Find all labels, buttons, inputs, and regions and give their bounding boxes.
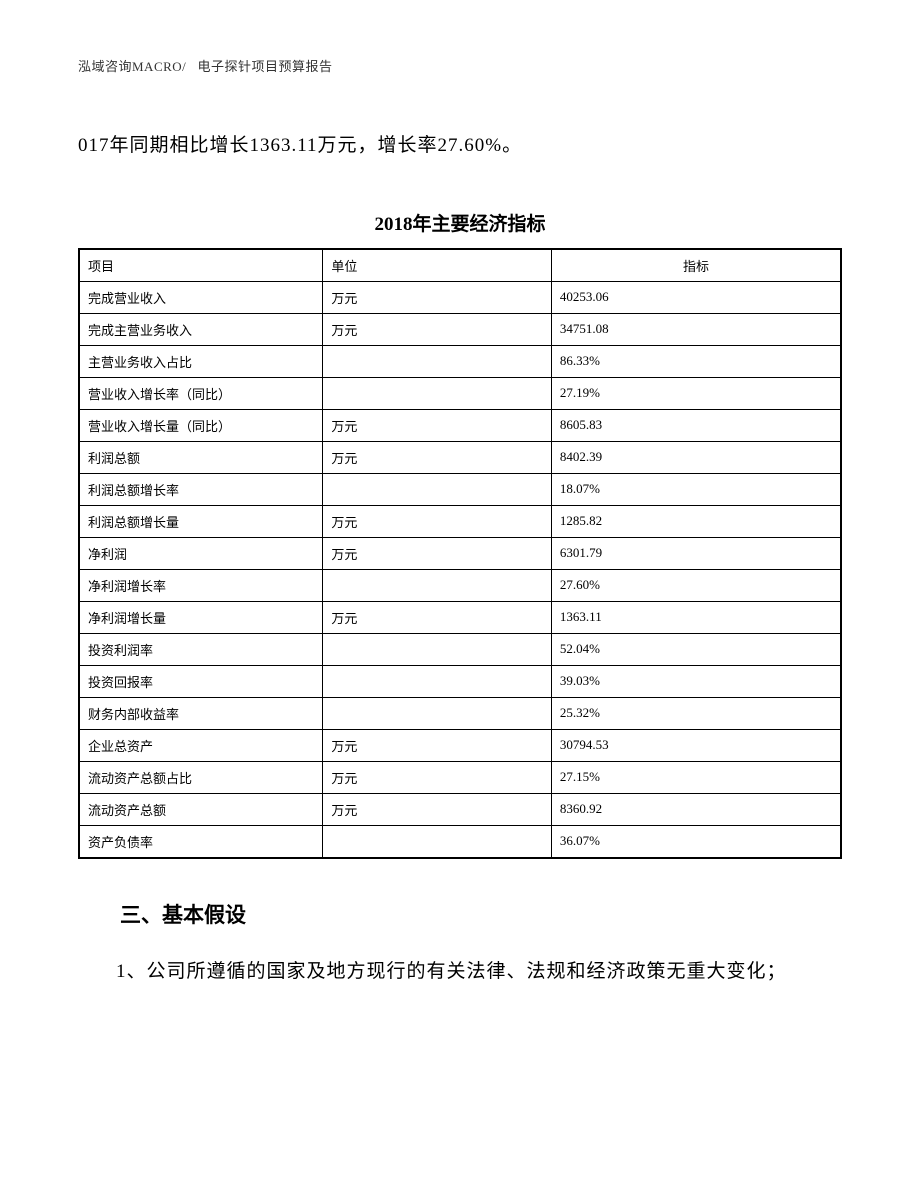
cell-value: 40253.06 <box>551 281 841 313</box>
header-company: 泓域咨询MACRO/ <box>78 59 186 74</box>
table-row: 利润总额增长率 18.07% <box>79 473 841 505</box>
table-row: 利润总额增长量万元1285.82 <box>79 505 841 537</box>
cell-value: 6301.79 <box>551 537 841 569</box>
cell-item: 流动资产总额 <box>79 793 323 825</box>
cell-item: 投资利润率 <box>79 633 323 665</box>
cell-unit: 万元 <box>323 441 552 473</box>
cell-unit <box>323 569 552 601</box>
col-header-unit: 单位 <box>323 249 552 282</box>
table-row: 流动资产总额万元8360.92 <box>79 793 841 825</box>
cell-value: 30794.53 <box>551 729 841 761</box>
table-body: 完成营业收入万元40253.06 完成主营业务收入万元34751.08 主营业务… <box>79 281 841 858</box>
cell-value: 52.04% <box>551 633 841 665</box>
table-row: 净利润万元6301.79 <box>79 537 841 569</box>
col-header-item: 项目 <box>79 249 323 282</box>
cell-value: 8605.83 <box>551 409 841 441</box>
header-title: 电子探针项目预算报告 <box>198 59 333 74</box>
table-row: 财务内部收益率 25.32% <box>79 697 841 729</box>
table-row: 投资利润率 52.04% <box>79 633 841 665</box>
table-row: 净利润增长量万元1363.11 <box>79 601 841 633</box>
cell-item: 利润总额 <box>79 441 323 473</box>
cell-item: 流动资产总额占比 <box>79 761 323 793</box>
table-header-row: 项目 单位 指标 <box>79 249 841 282</box>
cell-item: 完成营业收入 <box>79 281 323 313</box>
cell-unit <box>323 345 552 377</box>
cell-item: 净利润增长率 <box>79 569 323 601</box>
table-row: 净利润增长率 27.60% <box>79 569 841 601</box>
table-row: 资产负债率 36.07% <box>79 825 841 858</box>
table-row: 营业收入增长量（同比）万元8605.83 <box>79 409 841 441</box>
cell-value: 8402.39 <box>551 441 841 473</box>
cell-item: 财务内部收益率 <box>79 697 323 729</box>
table-row: 完成主营业务收入万元34751.08 <box>79 313 841 345</box>
intro-paragraph: 017年同期相比增长1363.11万元，增长率27.60%。 <box>78 123 842 169</box>
cell-value: 27.15% <box>551 761 841 793</box>
cell-value: 34751.08 <box>551 313 841 345</box>
cell-unit: 万元 <box>323 601 552 633</box>
cell-item: 营业收入增长率（同比） <box>79 377 323 409</box>
cell-value: 8360.92 <box>551 793 841 825</box>
cell-item: 投资回报率 <box>79 665 323 697</box>
cell-value: 18.07% <box>551 473 841 505</box>
page-header: 泓域咨询MACRO/ 电子探针项目预算报告 <box>78 56 842 75</box>
cell-unit: 万元 <box>323 505 552 537</box>
table-row: 投资回报率 39.03% <box>79 665 841 697</box>
cell-unit <box>323 633 552 665</box>
table-row: 营业收入增长率（同比） 27.19% <box>79 377 841 409</box>
cell-unit: 万元 <box>323 793 552 825</box>
table-row: 主营业务收入占比 86.33% <box>79 345 841 377</box>
cell-unit <box>323 473 552 505</box>
section-body: 1、公司所遵循的国家及地方现行的有关法律、法规和经济政策无重大变化； <box>78 949 842 995</box>
cell-value: 36.07% <box>551 825 841 858</box>
cell-value: 1285.82 <box>551 505 841 537</box>
table-title: 2018年主要经济指标 <box>78 209 842 236</box>
cell-item: 完成主营业务收入 <box>79 313 323 345</box>
section-heading: 三、基本假设 <box>78 899 842 929</box>
cell-value: 27.19% <box>551 377 841 409</box>
cell-unit <box>323 697 552 729</box>
cell-unit: 万元 <box>323 761 552 793</box>
cell-value: 27.60% <box>551 569 841 601</box>
col-header-value: 指标 <box>551 249 841 282</box>
cell-unit: 万元 <box>323 313 552 345</box>
table-row: 利润总额万元8402.39 <box>79 441 841 473</box>
cell-item: 资产负债率 <box>79 825 323 858</box>
cell-item: 企业总资产 <box>79 729 323 761</box>
cell-item: 主营业务收入占比 <box>79 345 323 377</box>
cell-value: 1363.11 <box>551 601 841 633</box>
cell-unit: 万元 <box>323 537 552 569</box>
cell-item: 利润总额增长量 <box>79 505 323 537</box>
cell-item: 利润总额增长率 <box>79 473 323 505</box>
cell-item: 净利润 <box>79 537 323 569</box>
cell-item: 营业收入增长量（同比） <box>79 409 323 441</box>
economic-indicators-table: 项目 单位 指标 完成营业收入万元40253.06 完成主营业务收入万元3475… <box>78 248 842 859</box>
cell-unit: 万元 <box>323 729 552 761</box>
cell-value: 25.32% <box>551 697 841 729</box>
cell-unit <box>323 825 552 858</box>
cell-unit: 万元 <box>323 409 552 441</box>
cell-unit <box>323 665 552 697</box>
cell-item: 净利润增长量 <box>79 601 323 633</box>
cell-value: 39.03% <box>551 665 841 697</box>
table-row: 流动资产总额占比万元27.15% <box>79 761 841 793</box>
cell-unit <box>323 377 552 409</box>
table-row: 完成营业收入万元40253.06 <box>79 281 841 313</box>
cell-unit: 万元 <box>323 281 552 313</box>
cell-value: 86.33% <box>551 345 841 377</box>
table-row: 企业总资产万元30794.53 <box>79 729 841 761</box>
